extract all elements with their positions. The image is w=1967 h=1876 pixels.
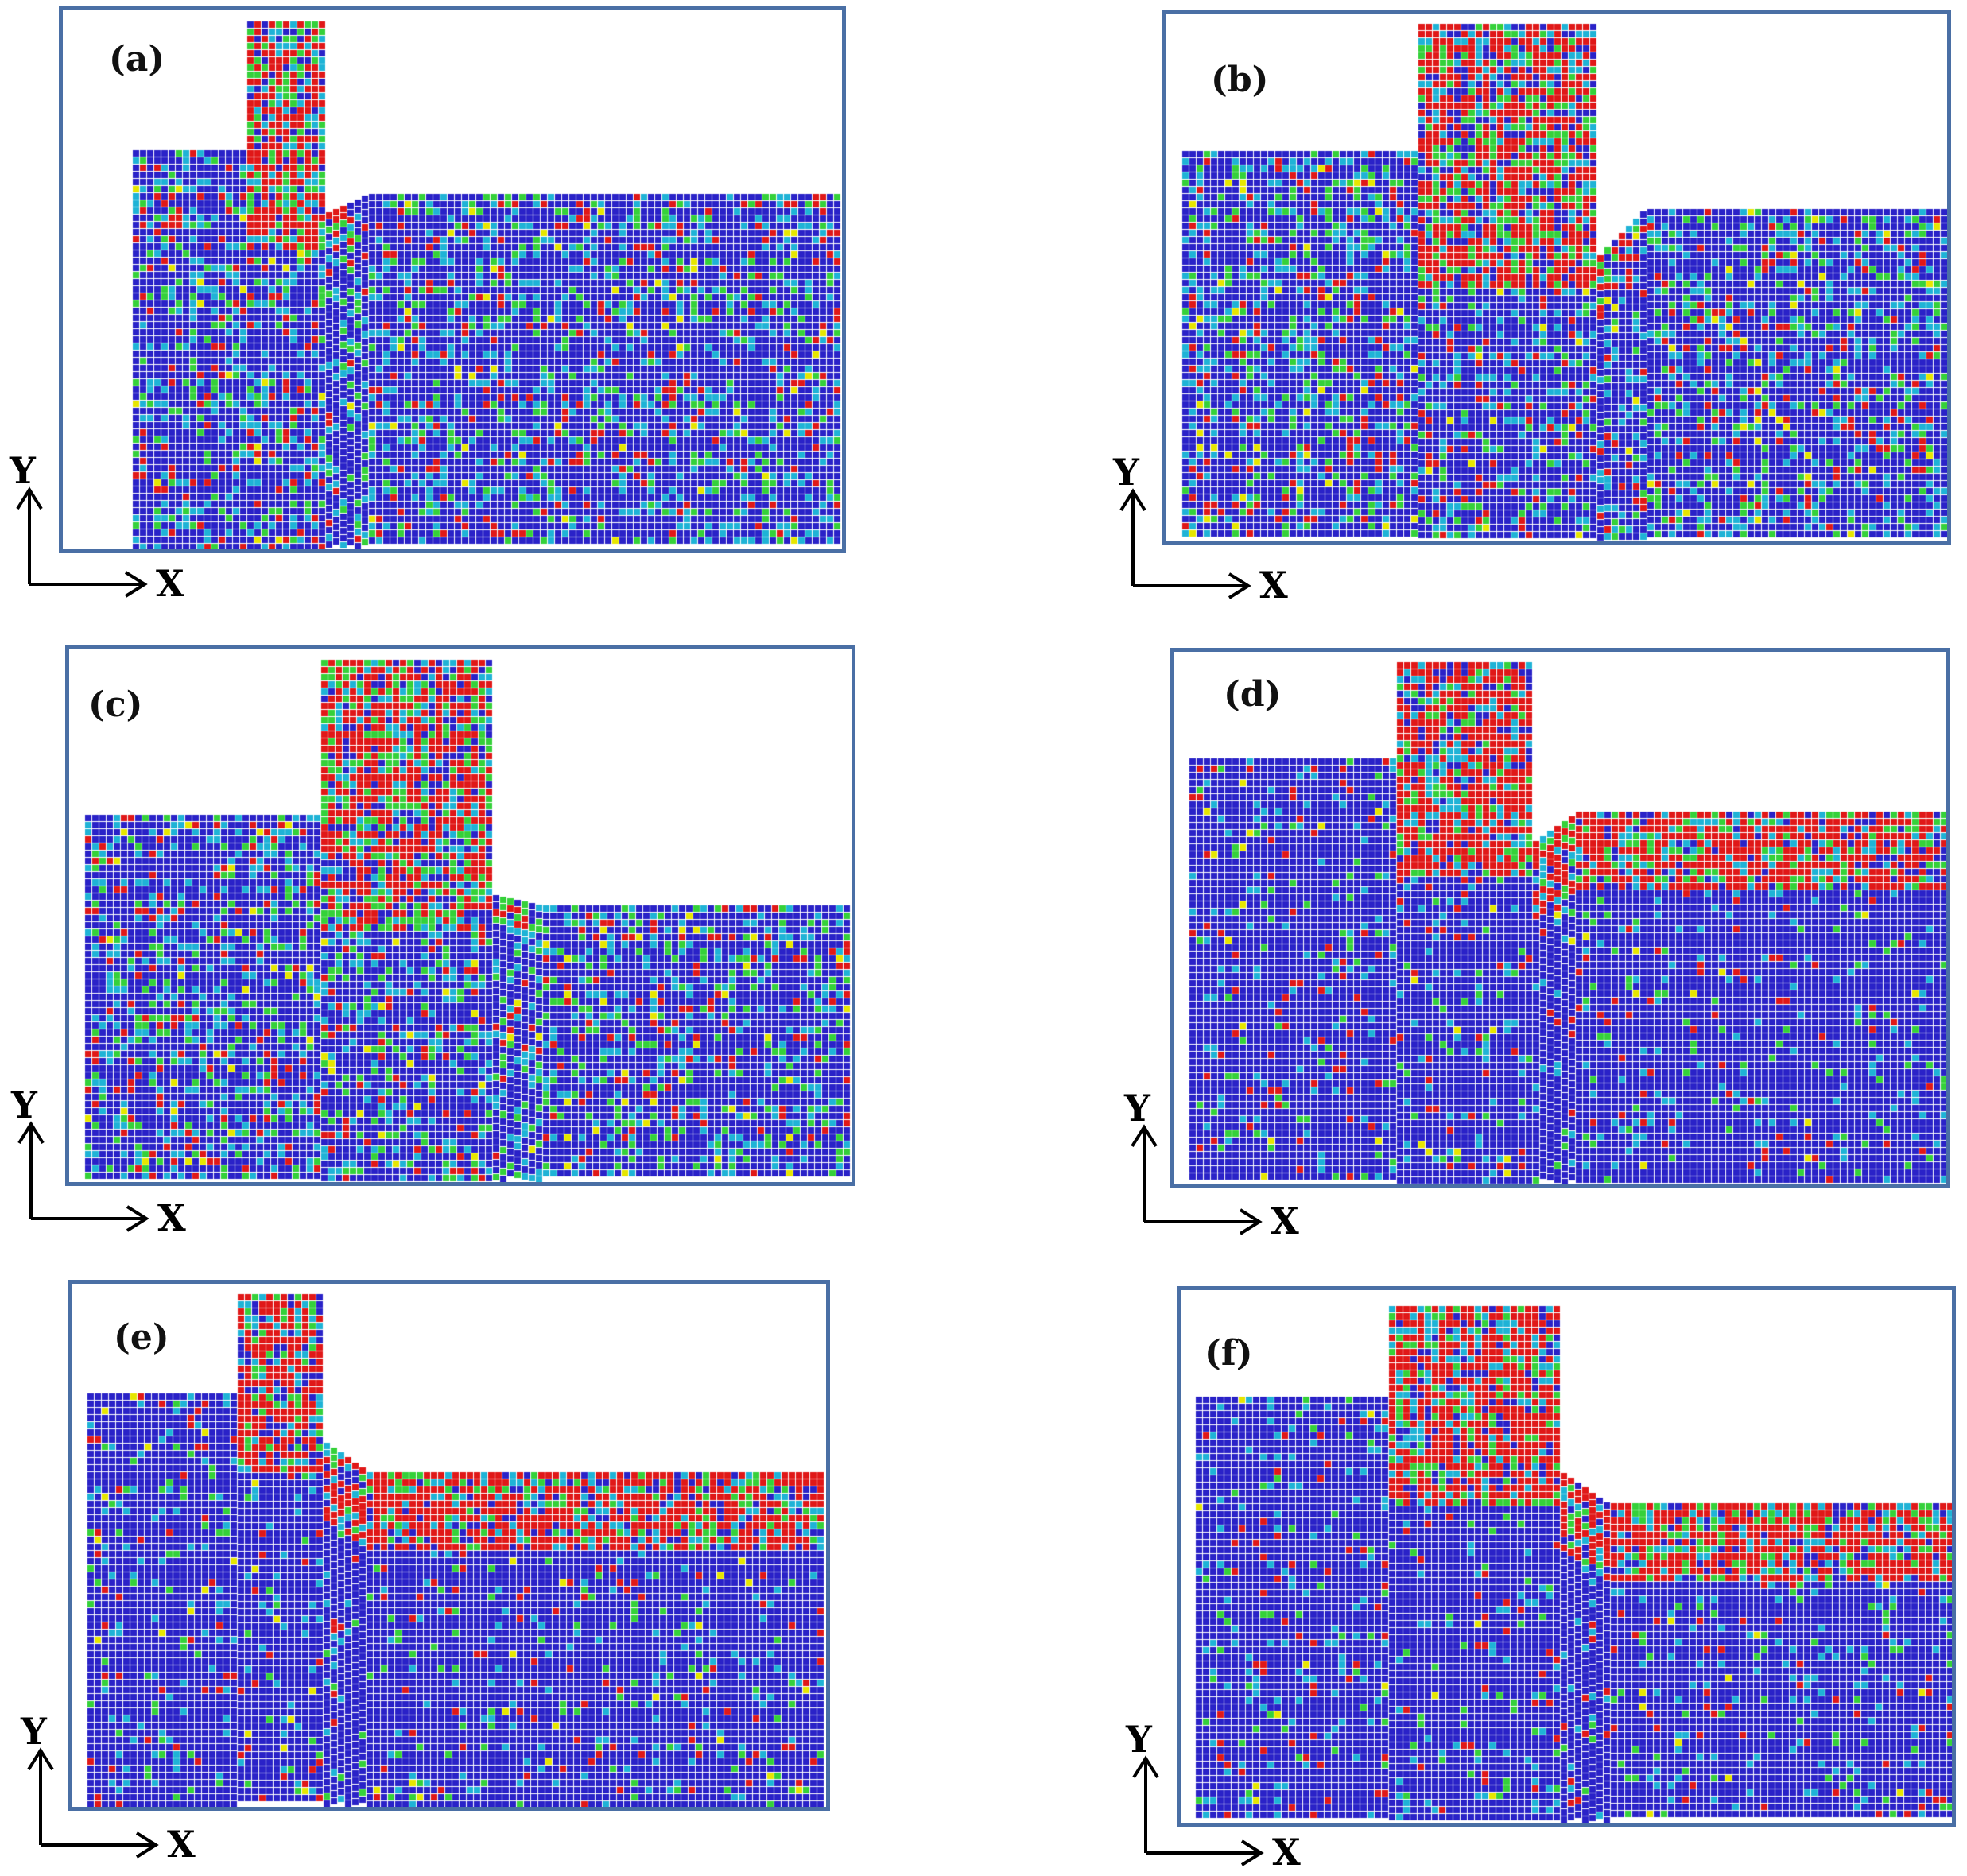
x-axis-label-e: X [167, 1823, 196, 1866]
simulation-image-a [63, 10, 842, 549]
x-axis-label-a: X [156, 562, 184, 605]
panel-label-c: (c) [88, 684, 143, 725]
axis-triad-c: Y X [10, 1083, 186, 1239]
axis-triad-f: Y X [1125, 1718, 1301, 1874]
simulation-image-e [72, 1284, 826, 1807]
axis-triad-e: Y X [20, 1710, 196, 1866]
panel-d: (d) [1170, 648, 1950, 1188]
y-axis-label-a: Y [9, 449, 37, 492]
panel-a: (a) [59, 6, 846, 553]
panel-f: (f) [1177, 1286, 1956, 1827]
panel-label-a: (a) [109, 39, 165, 79]
simulation-image-b [1166, 14, 1947, 541]
panel-label-f: (f) [1205, 1333, 1253, 1374]
x-axis-label-f: X [1272, 1831, 1301, 1874]
panel-label-e: (e) [114, 1317, 169, 1358]
axis-triad-a: Y X [9, 449, 184, 605]
panel-label-b: (b) [1211, 60, 1269, 100]
simulation-image-c [69, 649, 852, 1182]
simulation-image-f [1181, 1290, 1952, 1823]
x-axis-label-b: X [1259, 564, 1288, 607]
panel-c: (c) [65, 645, 855, 1186]
y-axis-label-f: Y [1125, 1718, 1153, 1761]
axis-triad-b: Y X [1112, 451, 1288, 607]
panel-label-d: (d) [1224, 674, 1282, 715]
y-axis-label-b: Y [1112, 451, 1140, 494]
panel-e: (e) [68, 1280, 830, 1811]
axis-triad-d: Y X [1123, 1087, 1299, 1242]
simulation-image-d [1174, 652, 1946, 1184]
y-axis-label-d: Y [1123, 1087, 1151, 1130]
y-axis-label-c: Y [10, 1083, 38, 1126]
x-axis-label-c: X [157, 1196, 186, 1239]
panel-b: (b) [1162, 10, 1951, 545]
x-axis-label-d: X [1271, 1200, 1299, 1242]
y-axis-label-e: Y [20, 1710, 48, 1753]
